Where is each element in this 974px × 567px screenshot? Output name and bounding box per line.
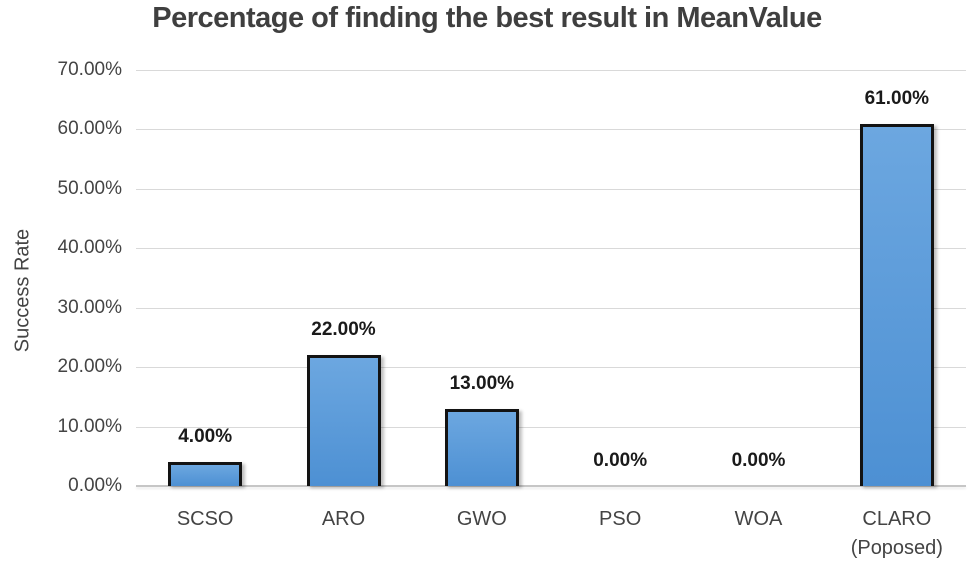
bar-aro <box>306 355 381 486</box>
gridline <box>136 188 966 190</box>
chart-title: Percentage of finding the best result in… <box>152 2 822 34</box>
x-category-label: GWO <box>407 505 557 534</box>
gridline <box>136 367 966 369</box>
x-category-line: ARO <box>321 508 366 530</box>
y-tick-label: 40.00% <box>57 237 122 259</box>
x-category-line: GWO <box>456 508 507 530</box>
x-category-line: (Poposed) <box>850 537 943 559</box>
x-category-line: SCSO <box>176 508 234 530</box>
bar-gwo <box>444 408 519 486</box>
gridline <box>136 426 966 428</box>
value-label: 61.00% <box>864 87 930 109</box>
x-axis-line <box>136 485 966 487</box>
y-tick-label: 30.00% <box>57 296 122 318</box>
gridline <box>136 70 966 71</box>
value-label: 0.00% <box>593 450 648 471</box>
y-tick-label: 50.00% <box>57 177 122 199</box>
x-category-label: SCSO <box>130 505 280 534</box>
y-tick-label: 0.00% <box>68 475 122 496</box>
x-category-label: CLARO (Poposed) <box>822 505 972 563</box>
gridline <box>136 248 966 250</box>
gridline <box>136 307 966 309</box>
x-category-line: CLARO <box>862 508 932 530</box>
x-category-label: WOA <box>684 505 834 534</box>
y-tick-label: 10.00% <box>57 415 122 437</box>
bar-claro <box>859 123 934 486</box>
value-label: 0.00% <box>731 450 786 471</box>
value-label: 13.00% <box>449 372 515 394</box>
y-tick-label: 70.00% <box>57 59 122 80</box>
x-category-line: PSO <box>599 508 642 530</box>
x-category-label: ARO <box>269 505 419 534</box>
y-tick-label: 60.00% <box>57 118 122 140</box>
gridline <box>136 129 966 131</box>
plot-area: 4.00% 22.00% 13.00% 0.00% 0.00% 61.00% <box>136 70 966 487</box>
bar-scso <box>168 462 243 486</box>
value-label: 4.00% <box>178 426 233 448</box>
y-tick-label: 20.00% <box>57 356 122 378</box>
x-category-label: PSO <box>545 505 695 534</box>
value-label: 22.00% <box>311 319 376 341</box>
x-category-line: WOA <box>734 508 783 530</box>
